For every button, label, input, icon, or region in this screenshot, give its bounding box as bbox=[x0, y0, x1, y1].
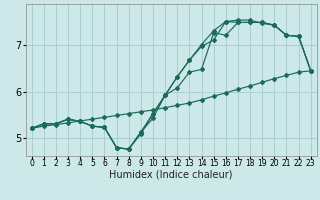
X-axis label: Humidex (Indice chaleur): Humidex (Indice chaleur) bbox=[109, 170, 233, 180]
